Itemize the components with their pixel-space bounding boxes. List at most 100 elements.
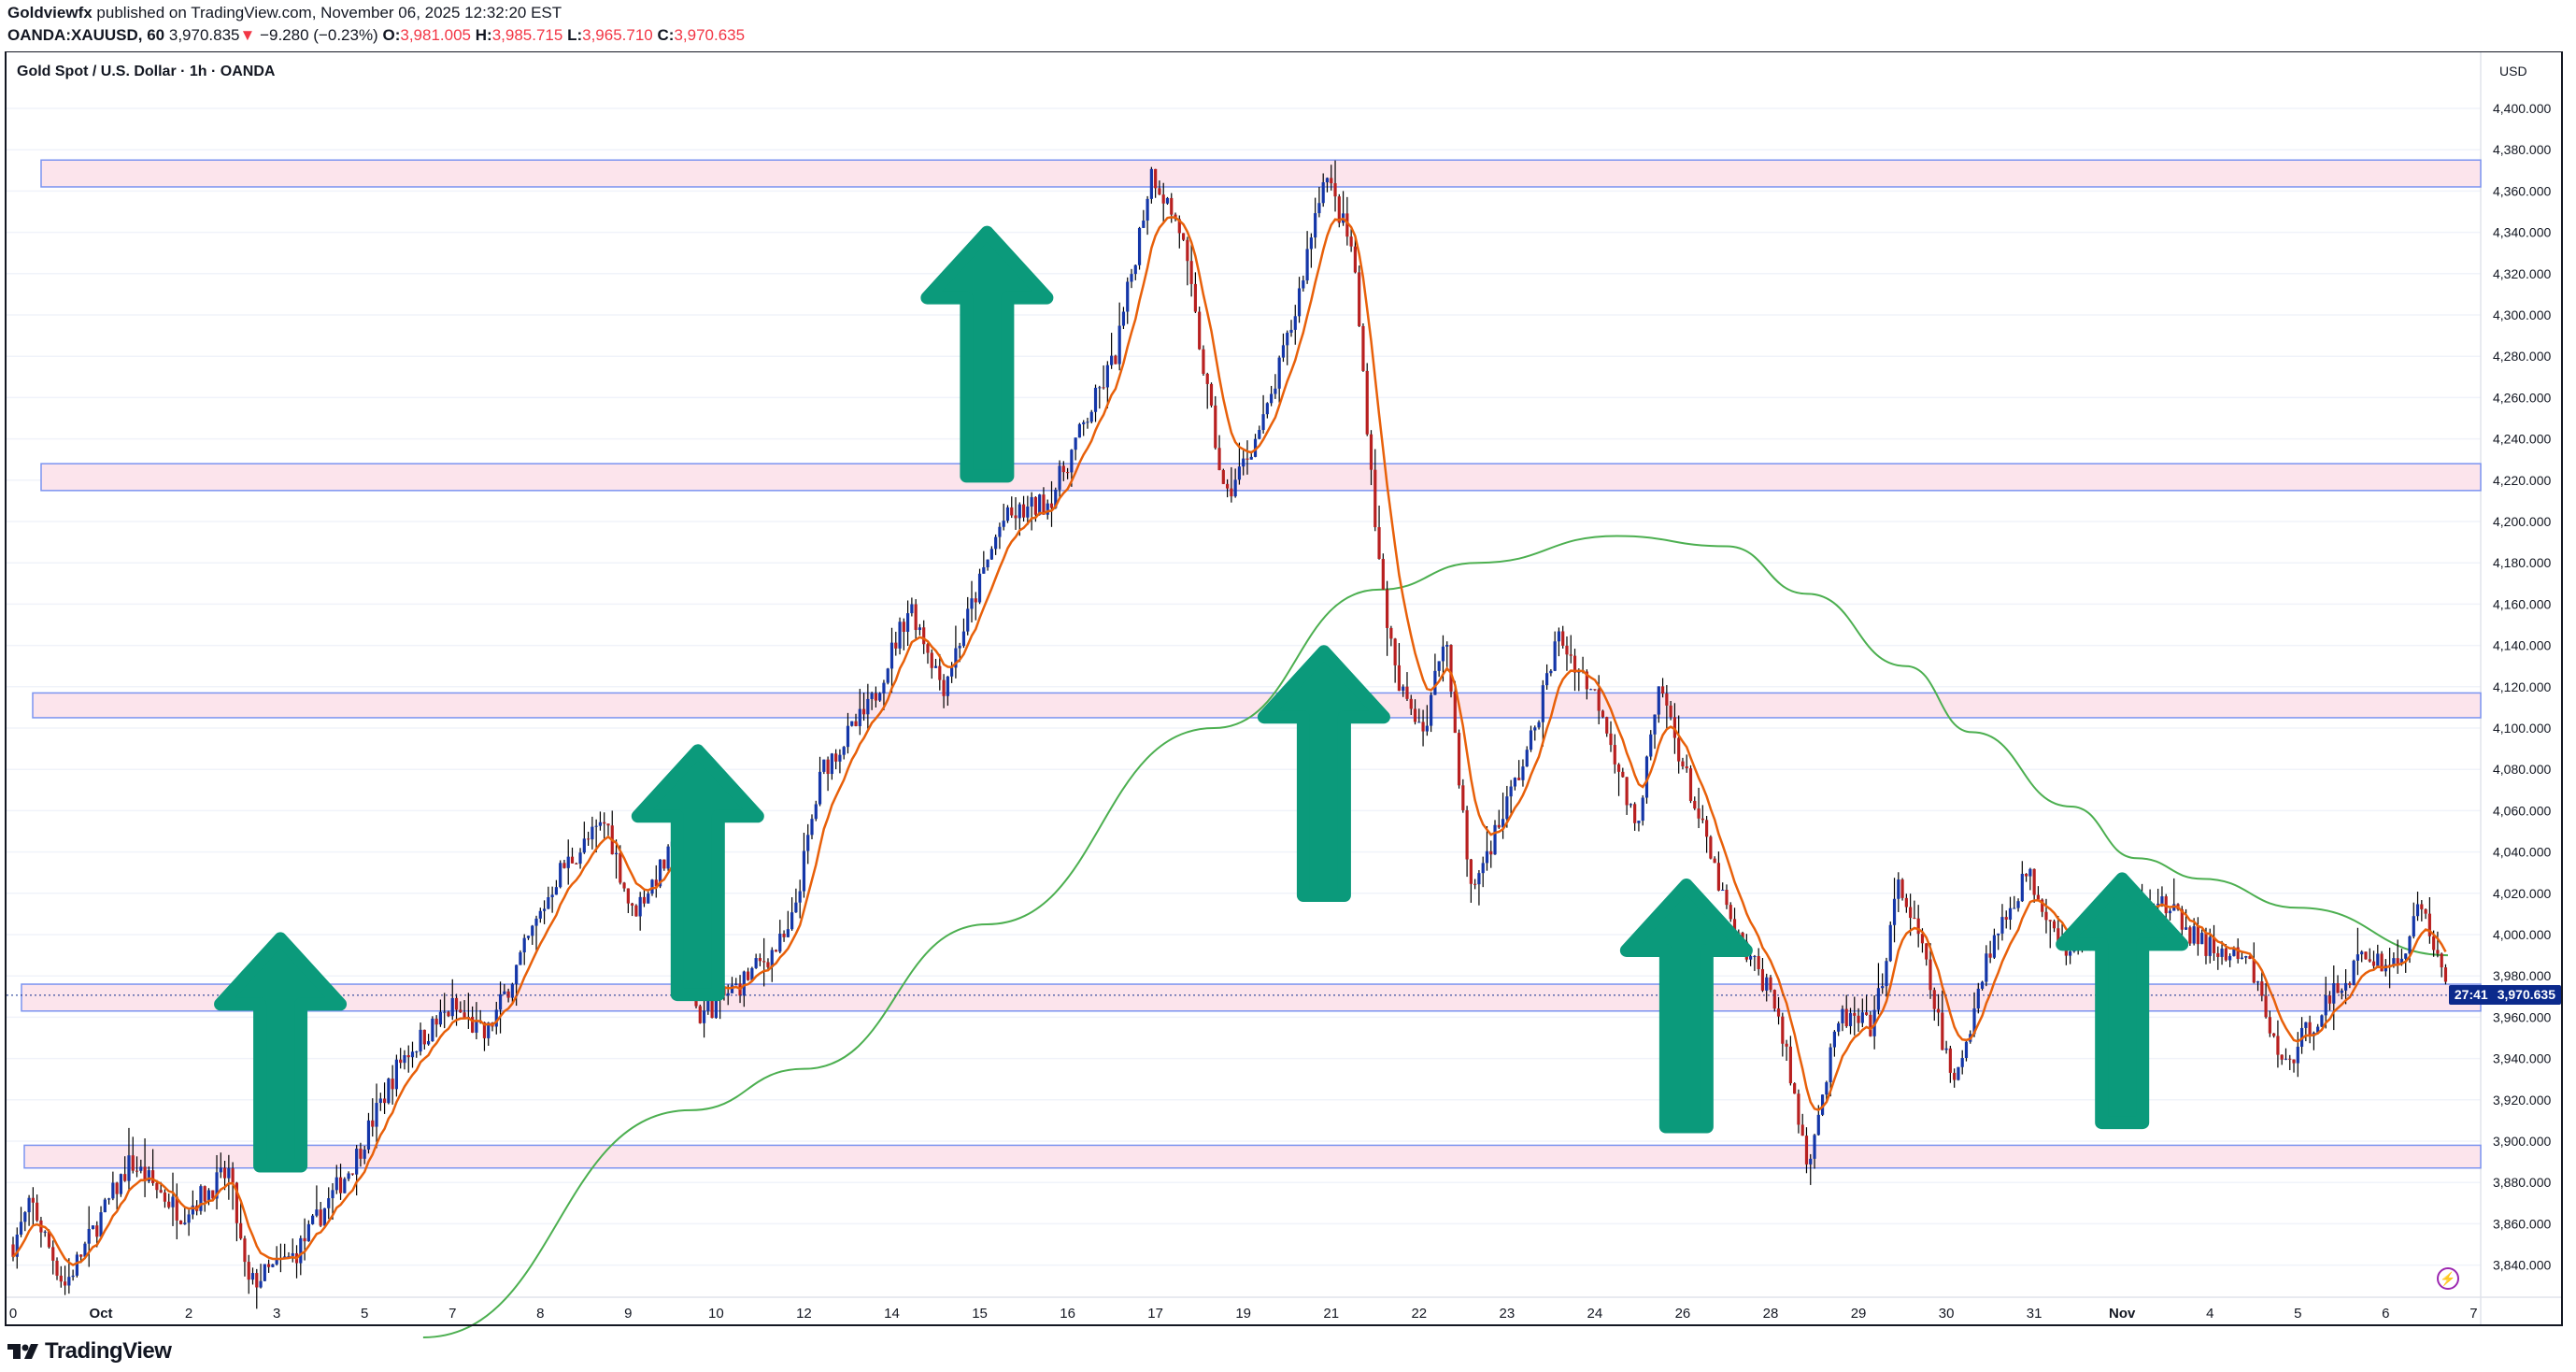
candle-up xyxy=(2355,954,2360,961)
candle-up xyxy=(1525,750,1529,767)
candle-down xyxy=(1469,859,1473,884)
y-tick-label: 3,840.000 xyxy=(2493,1258,2551,1273)
candle-down xyxy=(570,856,575,864)
candle-up xyxy=(986,559,989,568)
candle-down xyxy=(1386,589,1389,628)
candle-up xyxy=(403,1055,406,1064)
tradingview-logo[interactable]: TradingView xyxy=(7,1338,172,1365)
x-tick-label: 5 xyxy=(2294,1306,2301,1322)
candle-down xyxy=(239,1222,243,1239)
candle-up xyxy=(1749,956,1753,960)
candle-up xyxy=(1321,182,1325,204)
candle-down xyxy=(1857,1015,1860,1023)
candle-up xyxy=(1829,1047,1832,1082)
candle-up xyxy=(750,967,754,980)
candle-down xyxy=(894,642,898,649)
candle-up xyxy=(1441,646,1445,662)
candle-up xyxy=(27,1197,31,1213)
candle-down xyxy=(1869,1014,1872,1036)
candle-up xyxy=(802,850,806,892)
candle-up xyxy=(1997,933,2000,936)
candle-up xyxy=(107,1198,111,1200)
candle-down xyxy=(31,1197,35,1203)
candle-up xyxy=(582,838,586,853)
candle-up xyxy=(375,1103,378,1127)
candle-up xyxy=(1253,438,1258,457)
candle-up xyxy=(866,698,870,715)
candle-down xyxy=(1365,370,1369,435)
candle-down xyxy=(2196,926,2200,945)
support-resistance-zone xyxy=(40,463,2482,492)
candle-down xyxy=(1797,1093,1800,1125)
candle-down xyxy=(1421,722,1425,732)
candle-up xyxy=(950,667,954,677)
candle-up xyxy=(2392,958,2396,966)
candle-down xyxy=(1725,890,1729,906)
candle-up xyxy=(858,708,861,726)
candle-down xyxy=(243,1238,247,1263)
candle-down xyxy=(1616,764,1621,772)
candle-down xyxy=(1804,1136,1809,1165)
close-value: 3,970.635 xyxy=(674,26,746,44)
candle-up xyxy=(1589,689,1593,691)
candle-down xyxy=(1449,645,1453,692)
candle-down xyxy=(902,622,905,633)
candle-up xyxy=(559,863,562,888)
candle-up xyxy=(1293,316,1297,330)
candle-down xyxy=(350,1173,354,1175)
candle-down xyxy=(1693,800,1697,809)
candle-up xyxy=(1281,345,1286,358)
candle-down xyxy=(2432,936,2436,950)
candle-up xyxy=(898,622,902,649)
candle-up xyxy=(191,1205,194,1215)
y-tick-label: 4,120.000 xyxy=(2493,679,2551,694)
candle-up xyxy=(322,1208,327,1226)
candle-down xyxy=(747,971,750,980)
candle-up xyxy=(415,1051,419,1053)
candle-up xyxy=(2208,936,2212,956)
candle-down xyxy=(59,1275,63,1282)
candle-down xyxy=(2057,928,2060,942)
lightning-icon[interactable]: ⚡ xyxy=(2437,1267,2459,1290)
candle-up xyxy=(1765,977,1769,991)
candle-down xyxy=(155,1182,159,1191)
x-tick-label: 31 xyxy=(2027,1306,2042,1322)
y-tick-label: 3,880.000 xyxy=(2493,1175,2551,1190)
candle-up xyxy=(1876,988,1881,1010)
candle-up xyxy=(2168,910,2172,914)
candle-up xyxy=(250,1273,255,1280)
candle-up xyxy=(598,822,603,826)
candle-down xyxy=(47,1231,51,1248)
candle-up xyxy=(910,604,914,614)
candle-up xyxy=(227,1168,231,1179)
candle-up xyxy=(2069,951,2072,956)
candle-up xyxy=(206,1190,211,1202)
candle-down xyxy=(1245,458,1249,460)
candle-down xyxy=(2260,981,2264,996)
candle-up xyxy=(2000,917,2004,934)
candle-up xyxy=(534,918,538,926)
candle-up xyxy=(171,1196,175,1208)
candle-down xyxy=(1729,905,1732,920)
candle-down xyxy=(459,1009,463,1013)
candle-down xyxy=(1465,809,1469,860)
candle-up xyxy=(1317,203,1321,214)
candle-down xyxy=(1904,897,1908,908)
candle-up xyxy=(1985,953,1988,982)
candle-up xyxy=(494,1009,498,1027)
candle-up xyxy=(2376,953,2380,966)
y-tick-label: 3,900.000 xyxy=(2493,1134,2551,1149)
candle-down xyxy=(758,958,762,962)
candle-down xyxy=(1154,168,1158,189)
candle-up xyxy=(647,893,650,904)
candle-up xyxy=(1976,988,1980,1008)
x-tick-label: 7 xyxy=(448,1306,456,1322)
candle-down xyxy=(2443,967,2448,982)
author[interactable]: Goldviewfx xyxy=(7,4,93,21)
candle-up xyxy=(1117,325,1121,364)
candle-down xyxy=(1757,955,1760,969)
candle-down xyxy=(938,665,942,680)
candle-down xyxy=(874,693,877,701)
candle-up xyxy=(1753,955,1757,957)
